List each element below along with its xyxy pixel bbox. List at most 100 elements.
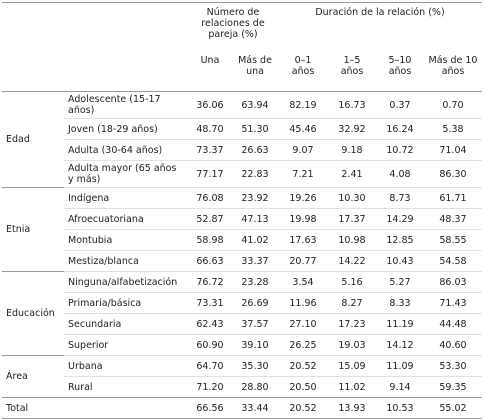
- row-label: Montubia: [64, 229, 188, 251]
- cell-value: 86.30: [424, 160, 482, 188]
- cell-value: 26.25: [278, 334, 328, 356]
- cell-value: 82.19: [278, 91, 328, 119]
- cell-value: 33.37: [232, 250, 278, 272]
- table-row: Primaria/básica 73.31 26.69 11.96 8.27 8.33 71…: [2, 292, 482, 314]
- cell-value: 58.55: [424, 229, 482, 251]
- cell-value: 10.98: [328, 229, 376, 251]
- cell-value: 33.44: [232, 397, 278, 419]
- table-row: Superior 60.90 39.10 26.25 19.03 14.12 40.60: [2, 334, 482, 356]
- row-label: Adulta (30-64 años): [64, 139, 188, 161]
- table-row: Afroecuatoriana 52.87 47.13 19.98 17.37 14.29…: [2, 208, 482, 230]
- row-label: Urbana: [64, 355, 188, 377]
- cell-value: 10.72: [376, 139, 424, 161]
- cell-value: 48.37: [424, 208, 482, 230]
- table-row: Educación Ninguna/alfabetización 76.72 23.2…: [2, 271, 482, 356]
- row-label: Indígena: [64, 187, 188, 209]
- cell-value: 86.03: [424, 271, 482, 293]
- table-row: Edad Adolescente (15-17 años) 36.06 63.94 82…: [2, 91, 482, 188]
- cell-value: 62.43: [188, 313, 232, 335]
- cell-value: 10.53: [376, 397, 424, 419]
- cell-value: 26.69: [232, 292, 278, 314]
- cell-value: 7.21: [278, 160, 328, 188]
- header-group: Número de relaciones de pareja (%): [188, 2, 278, 53]
- group-label: Área: [2, 355, 64, 398]
- row-label: Secundaria: [64, 313, 188, 335]
- column-header: Más de una: [232, 53, 278, 92]
- cell-value: 26.63: [232, 139, 278, 161]
- cell-value: 60.90: [188, 334, 232, 356]
- cell-value: 19.03: [328, 334, 376, 356]
- cell-value: 58.98: [188, 229, 232, 251]
- cell-value: 9.14: [376, 376, 424, 398]
- cell-value: 71.04: [424, 139, 482, 161]
- cell-value: 19.98: [278, 208, 328, 230]
- column-header: 5–10 años: [376, 53, 424, 92]
- cell-value: 59.35: [424, 376, 482, 398]
- cell-value: 45.46: [278, 118, 328, 140]
- cell-value: 73.31: [188, 292, 232, 314]
- cell-value: 23.92: [232, 187, 278, 209]
- cell-value: 2.41: [328, 160, 376, 188]
- cell-value: 3.54: [278, 271, 328, 293]
- cell-value: 17.37: [328, 208, 376, 230]
- total-row: Total 66.56 33.44 20.52 13.93 10.53 55.02: [2, 397, 482, 419]
- cell-value: 52.87: [188, 208, 232, 230]
- cell-value: 5.38: [424, 118, 482, 140]
- cell-value: 35.30: [232, 355, 278, 377]
- cell-value: 55.02: [424, 397, 482, 419]
- cell-value: 63.94: [232, 91, 278, 119]
- cell-value: 40.60: [424, 334, 482, 356]
- header-group: Duración de la relación (%): [278, 2, 482, 53]
- cell-value: 10.43: [376, 250, 424, 272]
- cell-value: 14.22: [328, 250, 376, 272]
- cell-value: 20.52: [278, 397, 328, 419]
- column-header: 1–5 años: [328, 53, 376, 92]
- cell-value: 0.70: [424, 91, 482, 119]
- cell-value: 66.56: [188, 397, 232, 419]
- cell-value: 54.58: [424, 250, 482, 272]
- cell-value: 19.26: [278, 187, 328, 209]
- cell-value: 71.43: [424, 292, 482, 314]
- cell-value: 51.30: [232, 118, 278, 140]
- cell-value: 11.02: [328, 376, 376, 398]
- cell-value: 15.09: [328, 355, 376, 377]
- total-label: Total: [2, 397, 188, 419]
- cell-value: 22.83: [232, 160, 278, 188]
- cell-value: 28.80: [232, 376, 278, 398]
- cell-value: 8.33: [376, 292, 424, 314]
- cell-value: 36.06: [188, 91, 232, 119]
- cell-value: 13.93: [328, 397, 376, 419]
- cell-value: 27.10: [278, 313, 328, 335]
- cell-value: 48.70: [188, 118, 232, 140]
- row-label: Joven (18-29 años): [64, 118, 188, 140]
- cell-value: 5.16: [328, 271, 376, 293]
- group-label: Educación: [2, 271, 64, 356]
- cell-value: 10.30: [328, 187, 376, 209]
- table-row: Área Urbana 64.70 35.30 20.52 15.09 11.09 53.30: [2, 355, 482, 398]
- cell-value: 0.37: [376, 91, 424, 119]
- column-header: 0–1 años: [278, 53, 328, 92]
- table-row: Adulta (30-64 años) 73.37 26.63 9.07 9.18 10.…: [2, 139, 482, 161]
- cell-value: 12.85: [376, 229, 424, 251]
- cell-value: 14.12: [376, 334, 424, 356]
- table-row: Adulta mayor (65 años y más) 77.17 22.83 7.…: [2, 160, 482, 188]
- cell-value: 71.20: [188, 376, 232, 398]
- cell-value: 11.19: [376, 313, 424, 335]
- table-row: Secundaria 62.43 37.57 27.10 17.23 11.19 44.48: [2, 313, 482, 335]
- cell-value: 76.72: [188, 271, 232, 293]
- cell-value: 44.48: [424, 313, 482, 335]
- cell-value: 23.28: [232, 271, 278, 293]
- cell-value: 16.73: [328, 91, 376, 119]
- table-row: Montubia 58.98 41.02 17.63 10.98 12.85 58.55: [2, 229, 482, 251]
- row-label: Adulta mayor (65 años y más): [64, 160, 188, 188]
- row-label: Adolescente (15-17 años): [64, 91, 188, 119]
- cell-value: 8.73: [376, 187, 424, 209]
- row-label: Rural: [64, 376, 188, 398]
- cell-value: 20.50: [278, 376, 328, 398]
- table-row: Rural 71.20 28.80 20.50 11.02 9.14 59.35: [2, 376, 482, 398]
- cell-value: 73.37: [188, 139, 232, 161]
- cell-value: 32.92: [328, 118, 376, 140]
- cell-value: 64.70: [188, 355, 232, 377]
- cell-value: 16.24: [376, 118, 424, 140]
- table-row: Etnia Indígena 76.08 23.92 19.26 10.30 8.73 61.…: [2, 187, 482, 272]
